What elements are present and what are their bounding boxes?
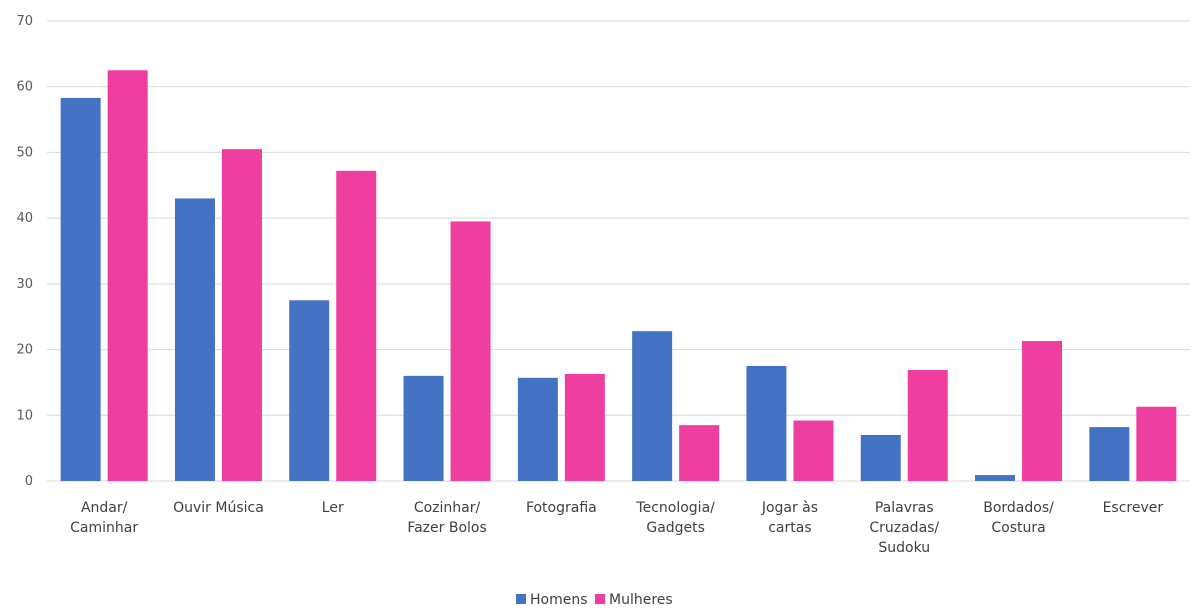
- category-label-line: Tecnologia/: [635, 500, 715, 516]
- y-tick-label: 10: [16, 408, 33, 423]
- bar-homens-5: [632, 331, 673, 481]
- category-label-line: Sudoku: [878, 540, 930, 556]
- bar-homens-4: [517, 377, 558, 481]
- y-tick-label: 70: [16, 14, 33, 29]
- category-label: Tecnologia/Gadgets: [635, 500, 715, 536]
- category-label-line: Caminhar: [70, 520, 138, 536]
- legend-label-homens: Homens: [530, 592, 588, 608]
- category-label-line: Andar/: [81, 500, 128, 516]
- bar-homens-8: [975, 475, 1016, 481]
- category-label-line: Ouvir Música: [173, 500, 264, 516]
- category-label: Fotografia: [526, 500, 597, 516]
- category-label-line: Bordados/: [983, 500, 1054, 516]
- category-label-line: Ler: [322, 500, 344, 516]
- category-label-line: cartas: [768, 520, 811, 536]
- bar-homens-9: [1089, 427, 1130, 481]
- bar-mulheres-1: [221, 149, 262, 481]
- category-label-line: Jogar às: [761, 500, 818, 516]
- category-label-line: Fotografia: [526, 500, 597, 516]
- category-label-line: Costura: [991, 520, 1045, 536]
- legend: Homens Mulheres: [516, 592, 673, 608]
- category-label-line: Cruzadas/: [869, 520, 939, 536]
- category-label: Jogar às cartas: [761, 500, 818, 536]
- category-label: Bordados/Costura: [983, 500, 1054, 536]
- category-label-line: Palavras: [875, 500, 934, 516]
- y-tick-label: 30: [16, 277, 33, 292]
- category-label: Cozinhar/Fazer Bolos: [407, 500, 486, 536]
- category-label-line: Cozinhar/: [414, 500, 481, 516]
- legend-label-mulheres: Mulheres: [609, 592, 673, 608]
- bar-homens-6: [746, 366, 787, 481]
- bar-mulheres-0: [107, 70, 148, 482]
- bar-homens-7: [860, 435, 901, 481]
- bar-mulheres-5: [679, 425, 720, 481]
- bar-mulheres-6: [793, 420, 834, 481]
- y-tick-label: 20: [16, 343, 33, 358]
- bar-mulheres-8: [1022, 341, 1063, 481]
- bar-homens-0: [60, 97, 101, 481]
- bar-mulheres-9: [1136, 406, 1177, 481]
- gridlines: [47, 20, 1190, 482]
- bar-homens-3: [403, 375, 444, 481]
- bars: [60, 70, 1177, 482]
- bar-mulheres-2: [336, 170, 377, 482]
- category-label: Palavras Cruzadas/Sudoku: [869, 500, 939, 556]
- category-label: Escrever: [1103, 500, 1164, 516]
- y-tick-label: 50: [16, 145, 33, 160]
- legend-swatch-mulheres: [595, 594, 605, 604]
- bar-mulheres-3: [450, 221, 491, 481]
- bar-homens-1: [174, 198, 215, 481]
- category-label-line: Fazer Bolos: [407, 520, 486, 536]
- bar-mulheres-7: [907, 369, 948, 481]
- category-label-line: Gadgets: [646, 520, 705, 536]
- y-tick-label: 60: [16, 80, 33, 95]
- y-tick-label: 0: [25, 474, 33, 489]
- category-label: Andar/Caminhar: [70, 500, 138, 536]
- category-label: Ler: [322, 500, 344, 516]
- legend-swatch-homens: [516, 594, 526, 604]
- x-axis-categories: Andar/Caminhar Ouvir Música Ler Cozinhar/Fa…: [70, 500, 1163, 556]
- category-label: Ouvir Música: [173, 500, 264, 516]
- category-label-line: Escrever: [1103, 500, 1164, 516]
- bar-mulheres-4: [564, 373, 605, 481]
- bar-homens-2: [289, 300, 330, 481]
- y-axis-ticks: 0 10 20 30 40 50 60 70: [16, 14, 33, 489]
- y-tick-label: 40: [16, 211, 33, 226]
